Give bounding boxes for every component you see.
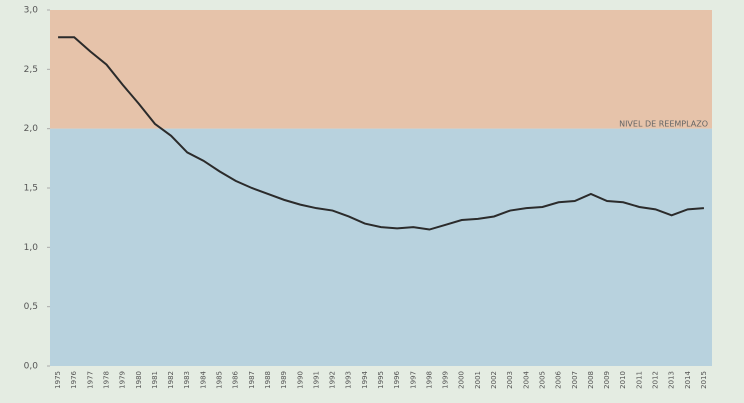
x-tick-label: 1990	[296, 371, 304, 389]
x-tick-label: 2001	[474, 371, 482, 389]
y-tick-label: 1,5	[24, 184, 38, 194]
x-tick-label: 1976	[70, 370, 78, 388]
x-tick-label: 2000	[458, 371, 466, 389]
x-tick-label: 2011	[635, 371, 643, 389]
reference-label: NIVEL DE REEMPLAZO	[619, 120, 708, 129]
x-tick-label: 1982	[167, 371, 175, 389]
x-tick-label: 1993	[345, 371, 353, 389]
x-tick-label: 2009	[603, 371, 611, 389]
line	[58, 36, 705, 231]
band-below	[50, 128, 712, 366]
x-tick-label: 1986	[232, 370, 240, 388]
y-tick-label: 3,0	[24, 6, 39, 16]
x-tick-label: 2007	[571, 371, 579, 389]
x-tick-label: 2006	[555, 370, 563, 388]
x-tick-label: 2003	[506, 371, 514, 389]
x-tick-label: 1977	[86, 371, 94, 389]
x-tick-label: 2015	[700, 371, 708, 389]
x-tick-label: 1975	[54, 371, 62, 389]
y-tick-label: 0,5	[24, 302, 38, 312]
x-tick-label: 2005	[538, 371, 546, 389]
x-tick-label: 1988	[264, 371, 272, 389]
x-tick-label: 1981	[151, 371, 159, 389]
y-tick-label: 0,0	[24, 362, 39, 372]
x-tick-label: 2002	[490, 371, 498, 389]
x-tick-label: 2012	[651, 371, 659, 389]
x-tick-label: 1994	[361, 370, 369, 388]
x-tick-label: 1984	[199, 370, 207, 388]
x-tick-label: 1983	[183, 371, 191, 389]
x-tick-label: 1989	[280, 371, 288, 389]
x-tick-label: 1980	[135, 371, 143, 389]
x-tick-label: 1985	[216, 371, 224, 389]
x-tick-label: 1998	[425, 371, 433, 389]
y-tick-label: 2,0	[24, 124, 39, 134]
x-tick-label: 2013	[668, 371, 676, 389]
x-tick-label: 2014	[684, 370, 692, 388]
x-tick-label: 1979	[119, 371, 127, 389]
x-tick-label: 1978	[103, 371, 111, 389]
x-tick-label: 1991	[312, 371, 320, 389]
x-tick-label: 2008	[587, 371, 595, 389]
x-tick-label: 2010	[619, 371, 627, 389]
x-tick-label: 1999	[442, 371, 450, 389]
y-tick-label: 2,5	[24, 65, 38, 75]
x-tick-label: 1997	[409, 371, 417, 389]
x-tick-label: 1987	[248, 371, 256, 389]
band-above	[50, 10, 712, 129]
x-tick-label: 1995	[377, 371, 385, 389]
y-tick-label: 1,0	[24, 243, 39, 253]
x-tick-label: 1996	[393, 370, 401, 388]
x-tick-label: 1992	[329, 371, 337, 389]
x-tick-label: 2004	[522, 370, 530, 388]
